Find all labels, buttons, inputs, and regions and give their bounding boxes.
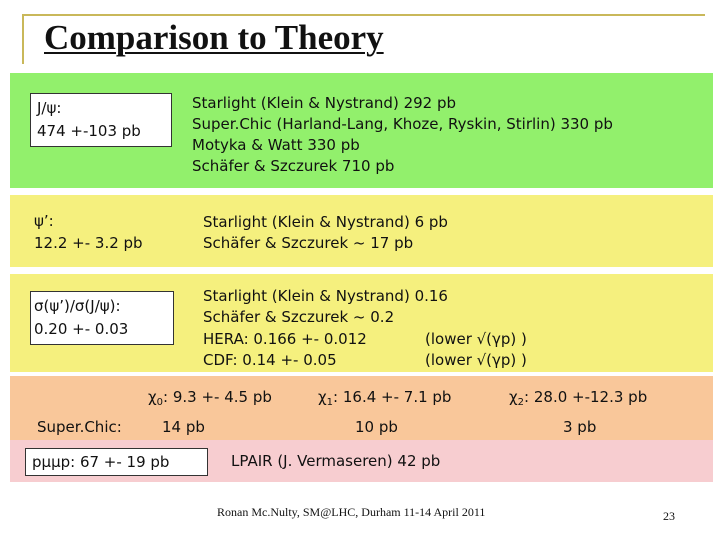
ratio-hera: HERA: 0.166 +- 0.012 xyxy=(203,330,367,348)
jpsi-measurement-box: J/ψ: 474 +-103 pb xyxy=(30,93,172,147)
chic0-measurement: χ0: 9.3 +- 4.5 pb xyxy=(148,388,272,408)
ratio-hera-note: (lower √(γp) ) xyxy=(425,330,527,348)
psi2s-prediction-starlight: Starlight (Klein & Nystrand) 6 pb xyxy=(203,213,448,231)
superchic-chic0: 14 pb xyxy=(162,418,205,436)
title-frame-top-line xyxy=(22,14,705,16)
ratio-prediction-starlight: Starlight (Klein & Nystrand) 0.16 xyxy=(203,287,448,305)
jpsi-value: 474 +-103 pb xyxy=(37,122,141,140)
title-frame-left-line xyxy=(22,14,24,64)
jpsi-prediction-motyka-watt: Motyka & Watt 330 pb xyxy=(192,136,360,154)
lpair-prediction: LPAIR (J. Vermaseren) 42 pb xyxy=(231,452,441,470)
ratio-cdf: CDF: 0.14 +- 0.05 xyxy=(203,351,337,369)
psi2s-value: 12.2 +- 3.2 pb xyxy=(34,234,143,252)
chic1-measurement: χ1: 16.4 +- 7.1 pb xyxy=(318,388,452,408)
page-number: 23 xyxy=(663,509,675,523)
pmumup-value: pμμp: 67 +- 19 pb xyxy=(32,453,170,471)
superchic-chic1: 10 pb xyxy=(355,418,398,436)
psi2s-prediction-schafer-szczurek: Schäfer & Szczurek ~ 17 pb xyxy=(203,234,414,252)
jpsi-prediction-superchic: Super.Chic (Harland-Lang, Khoze, Ryskin,… xyxy=(192,115,613,133)
jpsi-prediction-starlight: Starlight (Klein & Nystrand) 292 pb xyxy=(192,94,457,112)
jpsi-label: J/ψ: xyxy=(37,99,62,117)
ratio-cdf-note: (lower √(γp) ) xyxy=(425,351,527,369)
psi2s-label: ψ’: xyxy=(34,212,54,230)
ratio-measurement-box: σ(ψ’)/σ(J/ψ): 0.20 +- 0.03 xyxy=(30,291,174,345)
superchic-label: Super.Chic: xyxy=(37,418,122,436)
chic2-measurement: χ2: 28.0 +-12.3 pb xyxy=(509,388,648,408)
jpsi-prediction-schafer-szczurek: Schäfer & Szczurek 710 pb xyxy=(192,157,395,175)
slide-title: Comparison to Theory xyxy=(44,18,384,57)
ratio-label: σ(ψ’)/σ(J/ψ): xyxy=(34,297,121,315)
ratio-prediction-schafer-szczurek: Schäfer & Szczurek ~ 0.2 xyxy=(203,308,395,326)
chic-section xyxy=(10,376,713,446)
pmumup-measurement-box: pμμp: 67 +- 19 pb xyxy=(25,448,208,476)
footer-text: Ronan Mc.Nulty, SM@LHC, Durham 11-14 Apr… xyxy=(217,505,486,519)
superchic-chic2: 3 pb xyxy=(563,418,597,436)
psi2s-section xyxy=(10,195,713,267)
ratio-value: 0.20 +- 0.03 xyxy=(34,320,129,338)
